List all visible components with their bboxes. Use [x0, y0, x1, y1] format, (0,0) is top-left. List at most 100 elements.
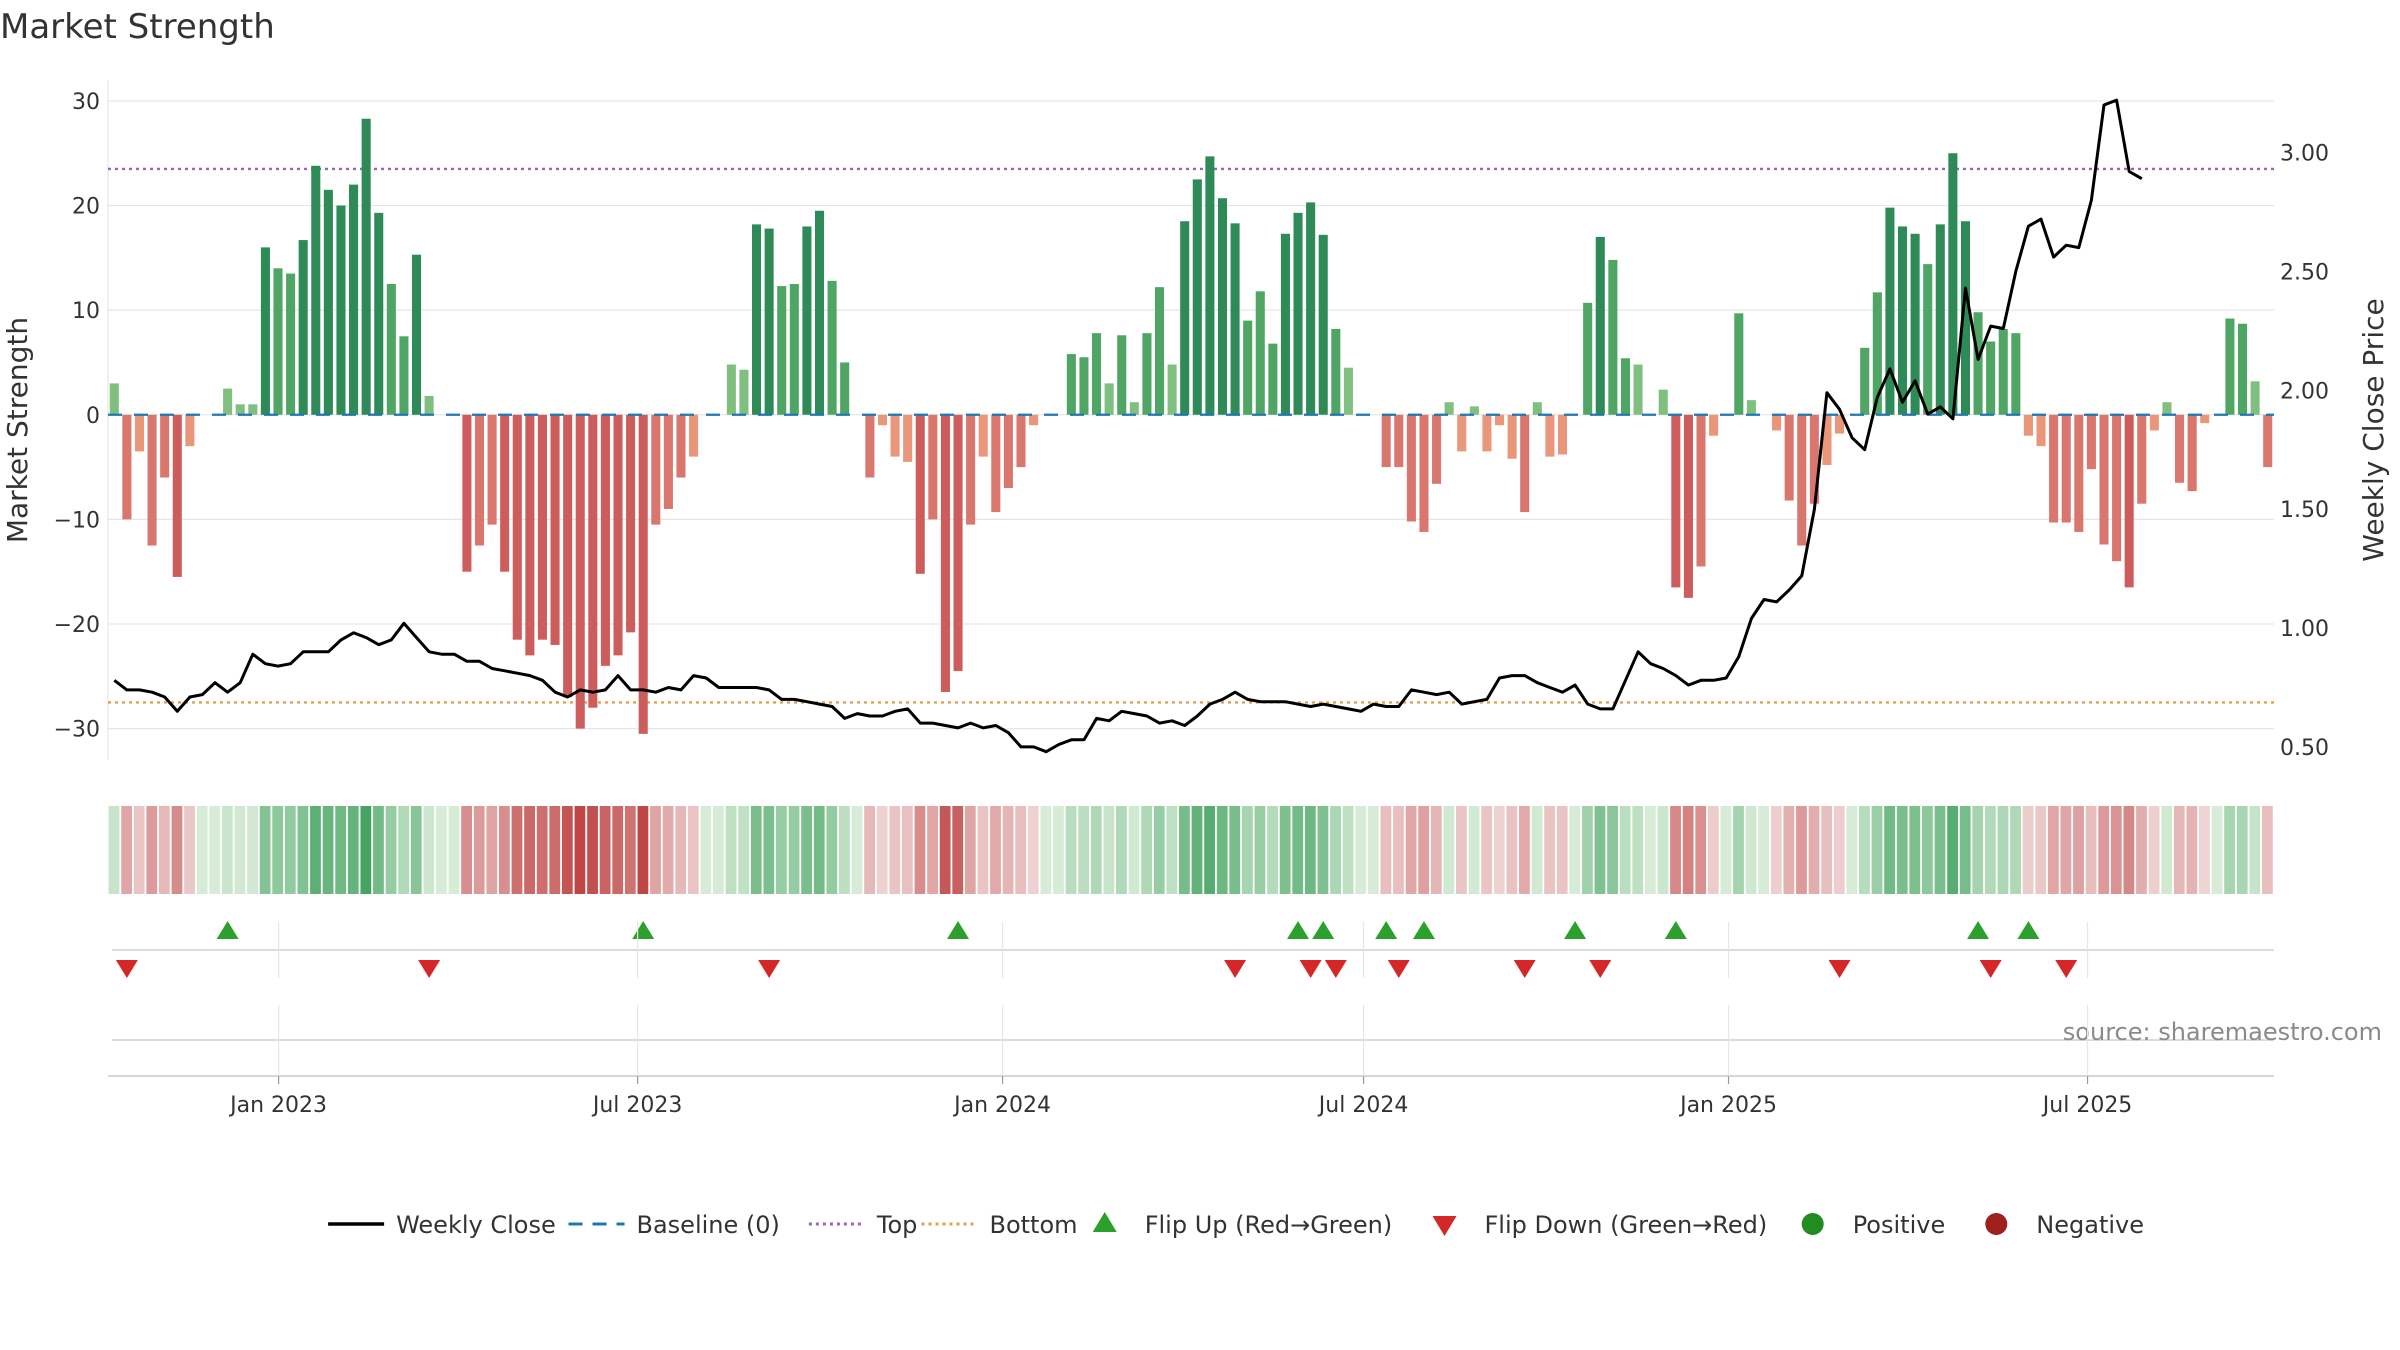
- strength-bar: [764, 228, 774, 415]
- strength-bar: [953, 414, 963, 672]
- heat-cell: [725, 806, 737, 894]
- heat-cell: [1934, 806, 1946, 894]
- strength-bar: [1784, 414, 1794, 501]
- flip-up-marker: [1287, 921, 1310, 939]
- strength-bar: [2049, 414, 2059, 523]
- strength-bar: [1419, 414, 1429, 532]
- strength-bar: [865, 414, 875, 478]
- strength-bar: [2250, 381, 2260, 415]
- strength-bar: [563, 414, 573, 698]
- left-tick-label: −30: [54, 718, 100, 743]
- strength-bar: [2175, 414, 2185, 483]
- heat-cell: [184, 806, 195, 894]
- strength-bar: [411, 254, 422, 415]
- strength-bar: [349, 184, 359, 415]
- heat-cell: [675, 806, 687, 894]
- strength-bar: [537, 414, 547, 640]
- heat-cell: [2073, 806, 2084, 894]
- heat-cell: [864, 806, 875, 894]
- heat-cell: [1859, 806, 1870, 894]
- strength-bar: [1066, 354, 1076, 415]
- strength-bar: [361, 118, 371, 415]
- heat-cell: [461, 806, 472, 894]
- heat-cell: [1103, 806, 1115, 894]
- strength-bar: [1746, 400, 1756, 415]
- heat-cell: [1254, 806, 1266, 894]
- heat-cell: [322, 806, 334, 894]
- heat-cell: [1141, 806, 1153, 894]
- heat-cell: [788, 806, 800, 894]
- strength-bar: [1029, 414, 1039, 426]
- strength-bar: [1167, 364, 1177, 415]
- heat-cell: [171, 806, 183, 894]
- strength-bar: [575, 414, 585, 729]
- legend: Weekly Close Baseline (0) Top Bottom Flip Up…: [328, 1211, 2144, 1239]
- strength-bar: [1230, 223, 1240, 415]
- heat-cell: [990, 806, 1001, 894]
- weekly-close-line-group: [113, 98, 2143, 754]
- heat-cell: [2211, 806, 2223, 894]
- strength-bar: [1809, 414, 1819, 504]
- strength-bar: [777, 286, 787, 415]
- strength-bar: [1923, 264, 1933, 415]
- heat-cell: [1040, 806, 1052, 894]
- strength-bar: [1935, 224, 1945, 415]
- heat-cell: [1229, 806, 1241, 894]
- flip-up-marker: [1375, 921, 1398, 939]
- strength-bar: [286, 273, 296, 415]
- heat-cell: [1317, 806, 1329, 894]
- flip-down-marker: [1979, 960, 2002, 978]
- strength-bar: [1331, 328, 1341, 415]
- chart-title: Market Strength: [0, 7, 275, 47]
- heat-cell: [259, 806, 271, 894]
- left-tick-label: 0: [86, 404, 100, 429]
- heat-cell: [1506, 806, 1518, 894]
- right-tick-label: 3.00: [2280, 142, 2329, 167]
- flip-down-marker: [1324, 960, 1347, 978]
- heat-cell: [1053, 806, 1064, 894]
- heat-cell: [1997, 806, 2009, 894]
- heat-cell: [2085, 806, 2097, 894]
- heat-cell: [1808, 806, 1820, 894]
- flip-up-marker: [947, 921, 970, 939]
- legend-label: Baseline (0): [637, 1211, 780, 1239]
- strength-bar: [248, 404, 258, 415]
- strength-bar: [2225, 318, 2235, 415]
- heat-cell: [914, 806, 926, 894]
- heat-cell: [2186, 806, 2198, 894]
- strength-bar: [638, 414, 648, 734]
- strength-bar: [1457, 414, 1467, 452]
- strength-bar: [512, 414, 522, 640]
- heat-cell: [1745, 806, 1757, 894]
- strength-bar: [1343, 367, 1353, 415]
- strength-bar: [1154, 287, 1165, 415]
- heat-cell: [133, 806, 145, 894]
- heat-cell: [1594, 806, 1606, 894]
- strength-bar: [260, 247, 270, 415]
- flip-up-marker: [1967, 921, 1990, 939]
- strength-bar: [978, 414, 988, 457]
- strength-bar: [915, 414, 925, 574]
- heat-cell: [650, 806, 661, 894]
- strength-bar: [1772, 414, 1782, 431]
- heat-cell: [927, 806, 938, 894]
- weekly-close-line: [113, 98, 2143, 754]
- strength-bar: [1532, 402, 1542, 415]
- strength-bar: [1432, 414, 1442, 484]
- legend-swatch-circle: [1985, 1213, 2008, 1235]
- heat-cell: [1405, 806, 1417, 894]
- heat-cell: [1821, 806, 1833, 894]
- heat-cell: [1153, 806, 1165, 894]
- strength-bar: [323, 189, 333, 415]
- heat-cell: [2161, 806, 2173, 894]
- heat-cell: [498, 806, 510, 894]
- heat-cell: [436, 806, 447, 894]
- heat-cell: [1468, 806, 1480, 894]
- strength-bar: [1092, 333, 1102, 415]
- heat-cell: [511, 806, 523, 894]
- strength-bar: [2124, 414, 2134, 588]
- heat-cell: [2236, 806, 2248, 894]
- strength-bar: [689, 414, 699, 457]
